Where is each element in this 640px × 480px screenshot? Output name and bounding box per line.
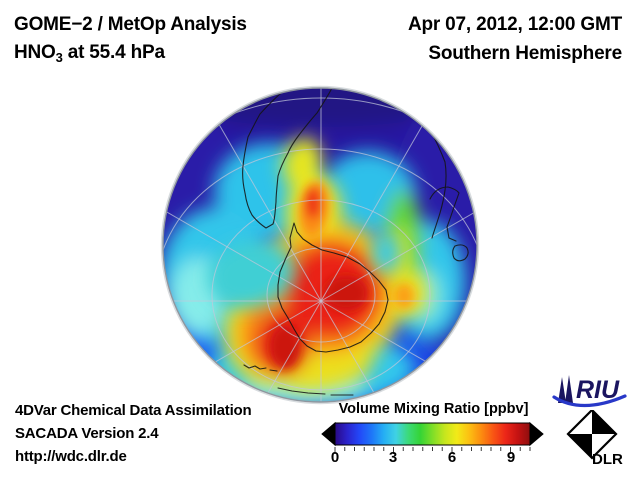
australia-coastline xyxy=(429,186,460,242)
colorbar xyxy=(321,421,544,454)
ice-edge-coastline xyxy=(277,387,354,396)
colorbar-tick-label-9: 9 xyxy=(506,449,516,466)
product-title: GOME−2 / MetOp Analysis xyxy=(14,14,247,35)
colorbar-under-range-arrow xyxy=(321,421,336,447)
footer-method: 4DVar Chemical Data Assimilation xyxy=(15,402,252,419)
field-cool-intrusions xyxy=(207,232,400,308)
footer-version: SACADA Version 2.4 xyxy=(15,425,159,442)
colorbar-gradient-bar xyxy=(334,422,531,446)
datetime-label: Apr 07, 2012, 12:00 GMT xyxy=(407,14,622,35)
colorbar-title: Volume Mixing Ratio [ppbv] xyxy=(338,401,529,417)
globe-rim xyxy=(162,87,478,403)
riu-cathedral-icon-spire2 xyxy=(565,375,573,403)
field-peaks xyxy=(270,181,414,369)
antarctica-coastline xyxy=(277,222,389,353)
south-islands-coastline xyxy=(243,364,278,372)
graticule xyxy=(163,88,477,402)
globe-rim-outer xyxy=(160,85,480,405)
meridians xyxy=(163,88,477,402)
species-subscript: 3 xyxy=(55,50,63,65)
island-coastline xyxy=(452,244,469,262)
hemisphere-label: Southern Hemisphere xyxy=(428,43,622,64)
colorbar-over-range-arrow xyxy=(529,421,544,447)
colorbar-tick-label-0: 0 xyxy=(330,449,340,466)
colorbar-tick-label-6: 6 xyxy=(447,449,457,466)
dlr-logo-text: DLR xyxy=(592,451,623,468)
species-level: at 55.4 hPa xyxy=(62,42,165,63)
hemisphere-map xyxy=(160,85,480,405)
species-level-title: HNO3 at 55.4 hPa xyxy=(14,42,165,65)
riu-swoosh-icon xyxy=(552,394,627,407)
riu-cathedral-icon xyxy=(558,377,566,403)
dlr-logo: DLR xyxy=(566,410,623,468)
south-america-coastline xyxy=(242,88,336,229)
species-name: HNO xyxy=(14,42,56,63)
riu-logo: RIU xyxy=(552,375,627,407)
colorbar-tick-label-3: 3 xyxy=(388,449,398,466)
colorbar-ticks xyxy=(334,447,531,454)
footer-url: http://wdc.dlr.de xyxy=(15,448,127,465)
dlr-emblem-icon xyxy=(566,410,618,460)
